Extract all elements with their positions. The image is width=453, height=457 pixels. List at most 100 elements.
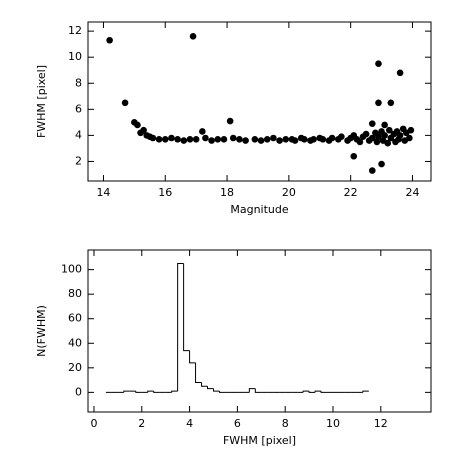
- point: [276, 137, 283, 144]
- y-tick-label: 6: [75, 102, 82, 115]
- y-tick-label: 60: [68, 312, 82, 325]
- histogram-step: [201, 382, 208, 387]
- point: [220, 135, 228, 143]
- x-tick-label: 2: [138, 417, 145, 430]
- point: [180, 137, 188, 144]
- point: [257, 137, 265, 144]
- point: [328, 134, 336, 142]
- point: [161, 135, 169, 143]
- point: [199, 128, 206, 135]
- point: [385, 126, 393, 134]
- y-tick-label: 12: [68, 24, 82, 37]
- point: [186, 135, 194, 143]
- point: [378, 160, 385, 168]
- point: [208, 137, 215, 144]
- histogram-step: [314, 390, 322, 393]
- histogram-step: [308, 391, 316, 393]
- point: [174, 135, 181, 143]
- histogram-step: [207, 386, 214, 390]
- point: [396, 132, 404, 139]
- x-tick-label: 22: [344, 186, 358, 199]
- point: [368, 167, 376, 174]
- y-tick-label: 10: [68, 50, 82, 63]
- point: [189, 33, 197, 40]
- plot-frame: [87, 21, 432, 182]
- histogram-step: [135, 391, 142, 393]
- x-tick-label: 16: [158, 186, 172, 199]
- point: [106, 36, 113, 44]
- point: [387, 99, 395, 107]
- point: [301, 135, 308, 143]
- histogram-step: [153, 391, 160, 393]
- point: [236, 135, 243, 143]
- histogram-step: [189, 350, 196, 364]
- point: [291, 137, 299, 144]
- y-tick-label: 100: [61, 263, 82, 276]
- point: [381, 132, 388, 139]
- point: [384, 139, 392, 147]
- point: [375, 99, 382, 107]
- x-tick-label: 0: [90, 417, 97, 430]
- point: [192, 135, 200, 143]
- point: [121, 99, 129, 107]
- y-tick-label: 8: [75, 76, 82, 89]
- point: [338, 133, 345, 140]
- point: [406, 134, 413, 142]
- histogram-step: [195, 362, 202, 384]
- point: [242, 137, 249, 144]
- point: [251, 135, 259, 143]
- histogram-step: [171, 390, 178, 393]
- point: [407, 126, 415, 134]
- x-tick-label: 20: [282, 186, 296, 199]
- histogram-step: [248, 388, 256, 393]
- x-tick-label: 24: [405, 186, 419, 199]
- histogram-step: [147, 390, 154, 393]
- point: [226, 117, 234, 125]
- point: [375, 133, 382, 140]
- y-tick-label: 40: [68, 336, 82, 349]
- x-tick-label: 8: [282, 417, 289, 430]
- point: [229, 134, 237, 142]
- point: [350, 152, 358, 160]
- point: [319, 135, 327, 143]
- y-axis-label: FWHM [pixel]: [35, 65, 48, 138]
- point: [362, 130, 370, 138]
- histogram-step: [320, 391, 328, 393]
- point: [368, 120, 376, 127]
- point: [270, 134, 277, 142]
- histogram-step: [212, 388, 220, 392]
- histogram-step: [302, 390, 310, 393]
- x-tick-label: 14: [96, 186, 110, 199]
- histogram-step: [362, 390, 369, 393]
- point: [155, 135, 163, 143]
- point: [356, 138, 364, 146]
- x-axis-label: FWHM [pixel]: [223, 434, 296, 447]
- x-tick-label: 12: [374, 417, 388, 430]
- y-tick-label: 2: [75, 154, 82, 167]
- x-tick-label: 18: [220, 186, 234, 199]
- y-axis-label: N(FWHM): [35, 305, 48, 357]
- point: [381, 121, 388, 129]
- histogram-step: [123, 390, 130, 393]
- point: [202, 134, 209, 142]
- point: [263, 135, 271, 143]
- point: [396, 69, 404, 77]
- x-tick-label: 4: [186, 417, 193, 430]
- point: [140, 126, 147, 134]
- point: [368, 134, 376, 142]
- y-tick-label: 0: [75, 385, 82, 398]
- histogram-step: [218, 391, 226, 393]
- histogram-step: [254, 388, 262, 393]
- x-axis-label: Magnitude: [230, 203, 289, 216]
- histogram-step: [183, 263, 190, 352]
- y-tick-label: 80: [68, 287, 82, 300]
- x-tick-label: 10: [326, 417, 340, 430]
- point: [282, 135, 290, 143]
- y-tick-label: 4: [75, 128, 82, 141]
- point: [134, 121, 141, 129]
- point: [214, 135, 222, 143]
- point: [168, 134, 175, 142]
- x-tick-label: 6: [234, 417, 241, 430]
- histogram-step: [177, 263, 184, 392]
- point: [375, 60, 382, 68]
